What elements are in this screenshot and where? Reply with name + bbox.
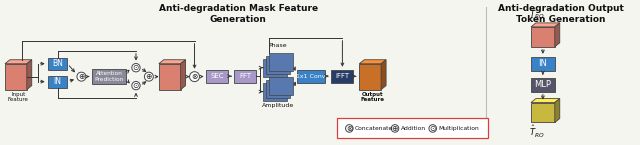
Text: $\hat{T}_{RO}$: $\hat{T}_{RO}$ — [529, 124, 545, 141]
Text: Input
Feature: Input Feature — [8, 92, 29, 102]
Text: Attention
Prediction: Attention Prediction — [95, 71, 124, 81]
Circle shape — [77, 72, 86, 81]
Text: $\odot$: $\odot$ — [132, 63, 140, 72]
Bar — [332, 70, 353, 83]
Polygon shape — [159, 60, 186, 64]
Text: 1x1 Conv: 1x1 Conv — [296, 74, 325, 79]
Bar — [359, 64, 381, 90]
Polygon shape — [531, 23, 560, 27]
Text: MLP: MLP — [534, 80, 552, 89]
Text: IN: IN — [54, 77, 61, 86]
Text: Anti-degradation Output
Token Generation: Anti-degradation Output Token Generation — [498, 4, 624, 24]
Text: $T_{RO}$: $T_{RO}$ — [529, 8, 545, 21]
Bar — [47, 58, 67, 70]
Text: $\otimes$: $\otimes$ — [346, 124, 353, 133]
Polygon shape — [531, 99, 560, 103]
Circle shape — [346, 125, 353, 132]
Polygon shape — [555, 23, 560, 47]
Bar — [531, 103, 555, 123]
Text: Concatenate: Concatenate — [355, 126, 393, 131]
Text: Anti-degradation Mask Feature
Generation: Anti-degradation Mask Feature Generation — [159, 4, 317, 24]
Circle shape — [132, 64, 140, 72]
Text: Output
Feature: Output Feature — [361, 92, 385, 102]
Text: $\oplus$: $\oplus$ — [77, 72, 85, 81]
Bar — [266, 80, 290, 98]
Bar — [269, 77, 292, 95]
Text: SEC: SEC — [211, 73, 224, 79]
Bar — [159, 64, 180, 90]
Polygon shape — [359, 60, 386, 64]
Text: $\odot$: $\odot$ — [429, 124, 436, 133]
Polygon shape — [555, 99, 560, 123]
Text: $\oplus$: $\oplus$ — [391, 124, 399, 133]
Bar — [297, 70, 324, 83]
Polygon shape — [27, 60, 32, 90]
Text: iFFT: iFFT — [335, 73, 349, 79]
Bar — [266, 56, 290, 74]
Bar — [531, 78, 555, 92]
Text: $\otimes$: $\otimes$ — [191, 72, 198, 81]
Polygon shape — [381, 60, 386, 90]
Bar — [5, 64, 27, 90]
Text: $\oplus$: $\oplus$ — [145, 72, 153, 81]
Text: FFT: FFT — [239, 73, 252, 79]
Text: Multiplication: Multiplication — [438, 126, 479, 131]
Circle shape — [145, 72, 154, 81]
Bar — [531, 57, 555, 71]
Bar — [47, 76, 67, 88]
Circle shape — [429, 125, 436, 132]
Bar — [263, 59, 287, 77]
Text: Addition: Addition — [401, 126, 426, 131]
Bar — [263, 83, 287, 100]
Polygon shape — [5, 60, 32, 64]
Text: $\odot$: $\odot$ — [132, 81, 140, 90]
Polygon shape — [180, 60, 186, 90]
Bar — [207, 70, 228, 83]
Bar — [531, 27, 555, 47]
Text: IN: IN — [538, 59, 547, 68]
Bar — [234, 70, 256, 83]
Text: Amplitude: Amplitude — [262, 103, 294, 108]
FancyBboxPatch shape — [337, 118, 488, 138]
Bar — [269, 53, 292, 71]
Circle shape — [391, 125, 399, 132]
Text: BN: BN — [52, 59, 63, 68]
Text: Phase: Phase — [269, 43, 287, 48]
Bar — [92, 69, 126, 84]
Circle shape — [189, 72, 200, 82]
Circle shape — [132, 81, 140, 90]
